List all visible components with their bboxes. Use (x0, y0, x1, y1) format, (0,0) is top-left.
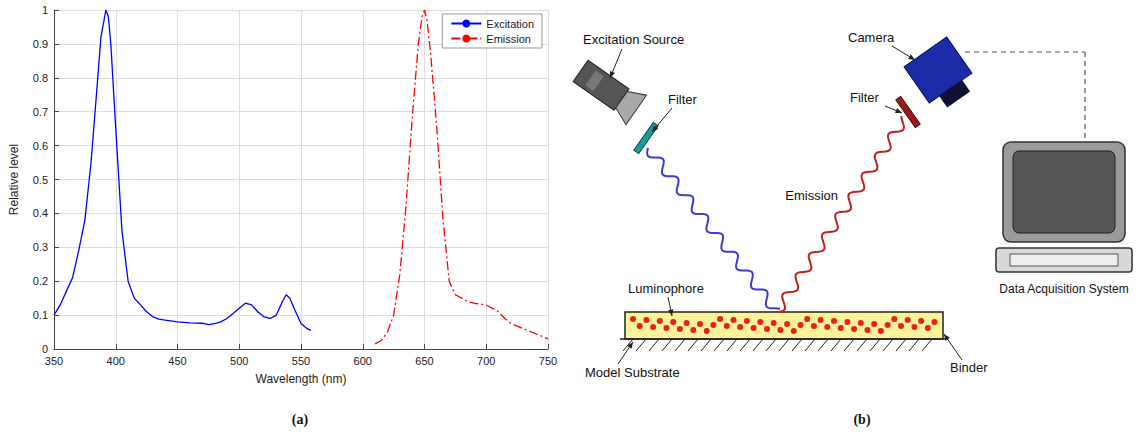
svg-text:600: 600 (354, 355, 372, 367)
svg-text:Data Acquisition System: Data Acquisition System (999, 282, 1128, 296)
svg-text:Binder: Binder (950, 360, 988, 375)
svg-text:350: 350 (45, 355, 63, 367)
svg-text:Luminophore: Luminophore (628, 281, 704, 296)
svg-text:(b): (b) (853, 412, 870, 428)
svg-text:0.6: 0.6 (33, 140, 48, 152)
svg-text:0.4: 0.4 (33, 207, 48, 219)
svg-text:450: 450 (168, 355, 186, 367)
svg-text:Filter: Filter (668, 92, 698, 107)
svg-text:0.2: 0.2 (33, 275, 48, 287)
svg-text:0.7: 0.7 (33, 106, 48, 118)
svg-text:Relative level: Relative level (7, 144, 21, 215)
svg-text:500: 500 (230, 355, 248, 367)
svg-text:Camera: Camera (848, 30, 895, 45)
svg-text:750: 750 (539, 355, 557, 367)
svg-text:Emission: Emission (785, 188, 838, 203)
svg-text:Model Substrate: Model Substrate (585, 365, 680, 380)
svg-text:700: 700 (477, 355, 495, 367)
svg-text:Excitation: Excitation (486, 18, 534, 30)
svg-text:Emission: Emission (486, 33, 531, 45)
svg-text:(a): (a) (292, 412, 309, 428)
svg-text:0.8: 0.8 (33, 72, 48, 84)
svg-text:Filter: Filter (850, 90, 880, 105)
svg-text:Wavelength (nm): Wavelength (nm) (256, 372, 347, 386)
svg-text:Excitation Source: Excitation Source (583, 32, 684, 47)
svg-text:650: 650 (415, 355, 433, 367)
svg-text:0.1: 0.1 (33, 309, 48, 321)
svg-text:550: 550 (292, 355, 310, 367)
svg-text:0: 0 (42, 343, 48, 355)
svg-text:0.3: 0.3 (33, 241, 48, 253)
svg-text:0.5: 0.5 (33, 174, 48, 186)
svg-text:400: 400 (107, 355, 125, 367)
svg-text:1: 1 (42, 4, 48, 16)
svg-text:0.9: 0.9 (33, 38, 48, 50)
